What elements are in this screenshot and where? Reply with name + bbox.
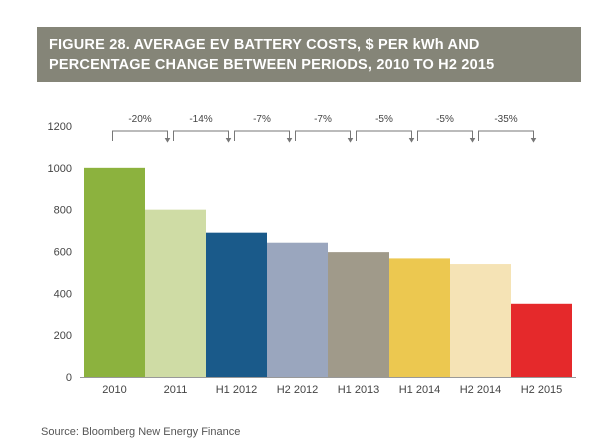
- x-tick-label: 2010: [102, 384, 126, 396]
- change-label: -7%: [314, 114, 332, 125]
- change-label: -20%: [128, 114, 151, 125]
- change-label: -5%: [436, 114, 454, 125]
- x-tick-label: H2 2012: [277, 384, 319, 396]
- figure-title-line-1: FIGURE 28. AVERAGE EV BATTERY COSTS, $ P…: [49, 37, 480, 53]
- y-tick-label: 200: [54, 330, 72, 342]
- change-bracket: [478, 130, 534, 141]
- change-arrowhead: [530, 137, 537, 143]
- bar-7: [511, 303, 572, 377]
- change-label: -7%: [253, 114, 271, 125]
- change-arrowhead: [286, 137, 293, 143]
- x-tick-label: H1 2013: [338, 384, 380, 396]
- y-tick-label: 0: [66, 372, 72, 384]
- y-tick-label: 1200: [48, 121, 72, 133]
- change-arrowhead: [225, 137, 232, 143]
- change-bracket: [295, 130, 351, 141]
- bar-chart: 0 200 400 600 800 1000 1200 2010 2011 H1 2012 H2 2…: [48, 114, 576, 396]
- bar-5: [389, 258, 450, 377]
- bar-1: [145, 209, 206, 377]
- bar-4: [328, 252, 389, 377]
- y-tick-label: 400: [54, 288, 72, 300]
- change-bracket: [173, 130, 229, 141]
- change-arrowhead: [347, 137, 354, 143]
- x-tick-label: H1 2012: [216, 384, 258, 396]
- source-note: Source: Bloomberg New Energy Finance: [41, 426, 241, 438]
- bar-3: [267, 242, 328, 377]
- y-tick-label: 600: [54, 247, 72, 259]
- bar-0: [84, 167, 145, 377]
- change-arrowhead: [164, 137, 171, 143]
- figure-title-line-2: PERCENTAGE CHANGE BETWEEN PERIODS, 2010 …: [49, 57, 495, 73]
- change-arrowhead: [408, 137, 415, 143]
- bar-6: [450, 264, 511, 377]
- figure-title: FIGURE 28. AVERAGE EV BATTERY COSTS, $ P…: [37, 27, 581, 82]
- bar-2: [206, 232, 267, 377]
- change-arrowhead: [469, 137, 476, 143]
- change-bracket: [234, 130, 290, 141]
- change-label: -14%: [189, 114, 212, 125]
- change-bracket: [112, 130, 168, 141]
- change-bracket: [356, 130, 412, 141]
- change-bracket: [417, 130, 473, 141]
- x-tick-label: H2 2015: [521, 384, 563, 396]
- x-tick-label: 2011: [164, 384, 188, 396]
- change-label: -35%: [494, 114, 517, 125]
- y-tick-label: 1000: [48, 163, 72, 175]
- y-tick-label: 800: [54, 205, 72, 217]
- change-label: -5%: [375, 114, 393, 125]
- x-tick-label: H2 2014: [460, 384, 502, 396]
- x-tick-label: H1 2014: [399, 384, 441, 396]
